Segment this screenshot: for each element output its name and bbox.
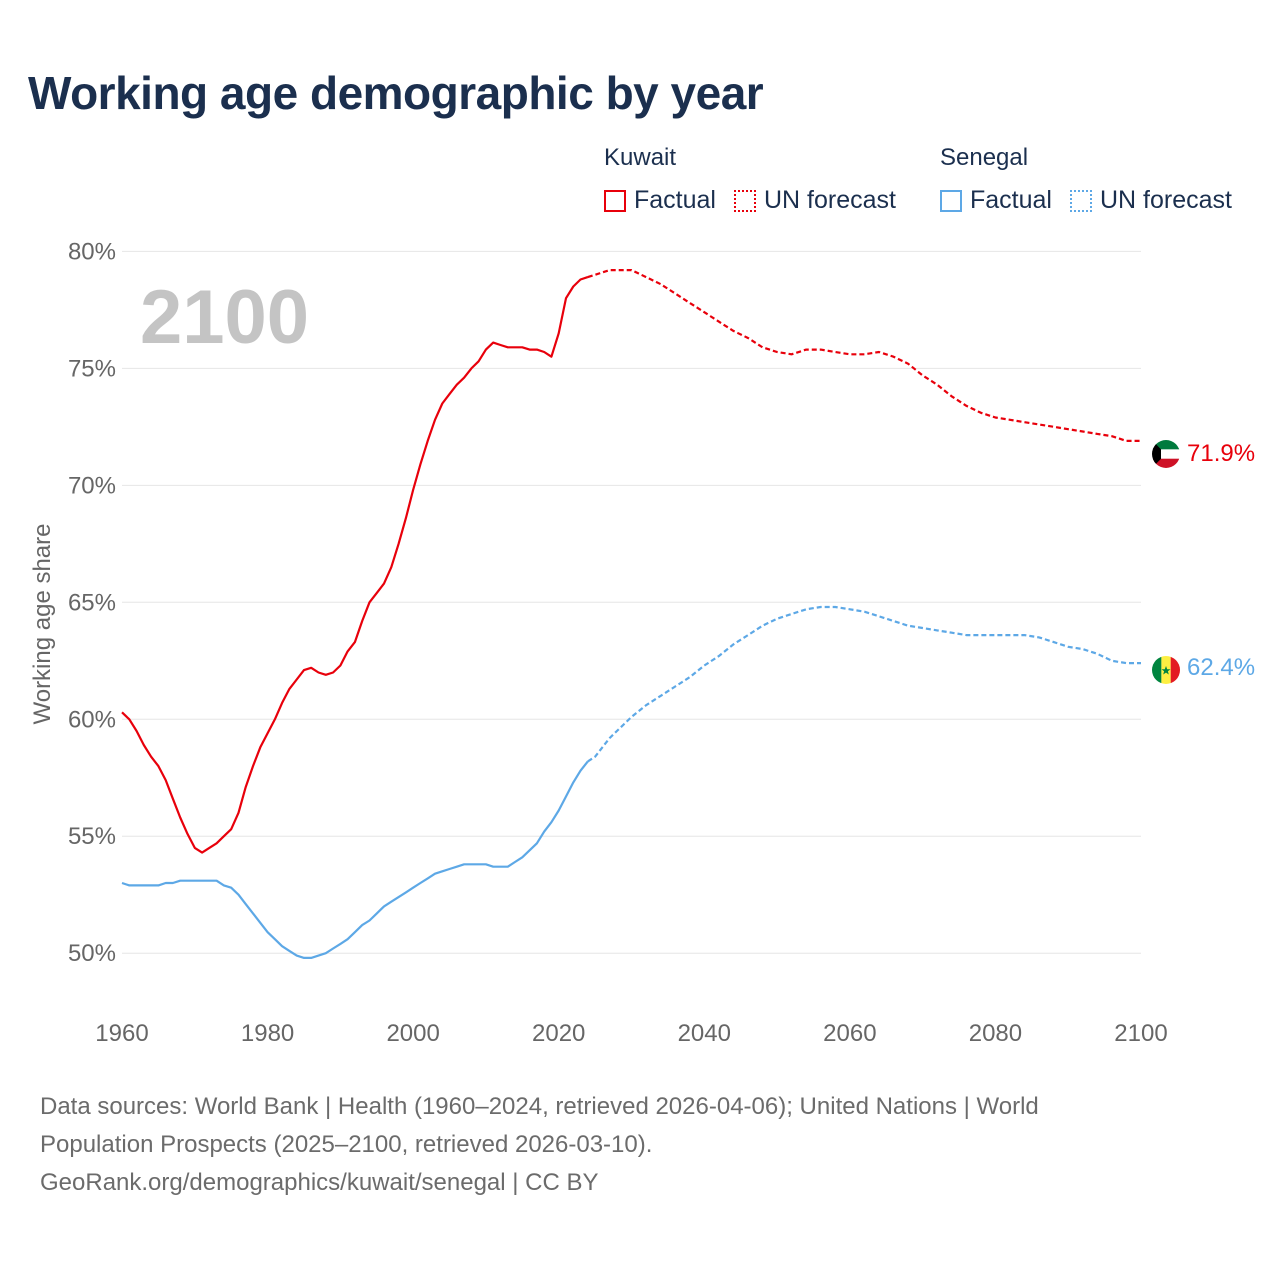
legend-kuwait: Kuwait Factual UN forecast [604,144,914,215]
kuwait-flag-icon [1152,440,1180,468]
year-annotation: 2100 [140,275,309,360]
y-tick-label: 75% [68,355,116,382]
y-tick-label: 50% [68,940,116,967]
x-tick-label: 1960 [95,1020,148,1047]
x-tick-label: 2000 [386,1020,439,1047]
senegal-end-label: 62.4% [1187,654,1256,681]
kuwait-forecast-line [587,269,1141,442]
kuwait-end-label: 71.9% [1187,440,1256,467]
y-tick-label: 65% [68,589,116,616]
legend-kuwait-factual-swatch [604,189,626,212]
x-tick-label: 2100 [1114,1020,1167,1047]
legend-senegal: Senegal Factual UN forecast [940,144,1250,215]
legend-kuwait-title: Kuwait [604,144,677,171]
senegal-flag-icon [1152,656,1180,684]
y-axis-label: Working age share [29,524,56,725]
kuwait-factual-line [121,276,589,854]
x-tick-label: 2080 [969,1020,1022,1047]
legend-senegal-forecast[interactable]: UN forecast [1069,186,1232,215]
legend-kuwait-forecast-swatch [733,189,756,212]
y-tick-label: 60% [68,706,116,733]
legend-kuwait-factual[interactable]: Factual [604,186,716,215]
footer-line-2: Population Prospects (2025–2100, retriev… [40,1131,653,1158]
x-tick-label: 2040 [678,1020,731,1047]
legend-senegal-factual-swatch [940,189,962,212]
legend-kuwait-factual-label: Factual [634,186,716,214]
x-tick-label: 1980 [241,1020,294,1047]
footer: Data sources: World Bank | Health (1960–… [40,1088,1180,1202]
senegal-forecast-line [587,605,1141,763]
legend-senegal-title: Senegal [940,144,1029,171]
legend-senegal-forecast-swatch [1069,189,1092,212]
legend-kuwait-forecast-label: UN forecast [763,186,896,214]
chart-title: Working age demographic by year [28,67,764,119]
legend-senegal-forecast-label: UN forecast [1099,186,1232,214]
legend-senegal-factual[interactable]: Factual [940,186,1052,215]
y-tick-label: 80% [68,238,116,265]
y-tick-label: 55% [68,823,116,850]
legend-senegal-factual-label: Factual [970,186,1052,214]
legend-kuwait-forecast[interactable]: UN forecast [733,186,896,215]
x-tick-label: 2060 [823,1020,876,1047]
footer-line-1: Data sources: World Bank | Health (1960–… [40,1093,1039,1120]
y-tick-label: 70% [68,472,116,499]
senegal-factual-line [121,760,589,960]
line-chart: 50% 55% 60% 65% 70% 75% 80% 1960 1980 2000 2020 204… [29,238,1168,1047]
x-tick-label: 2020 [532,1020,585,1047]
footer-line-3[interactable]: GeoRank.org/demographics/kuwait/senegal … [40,1169,599,1196]
